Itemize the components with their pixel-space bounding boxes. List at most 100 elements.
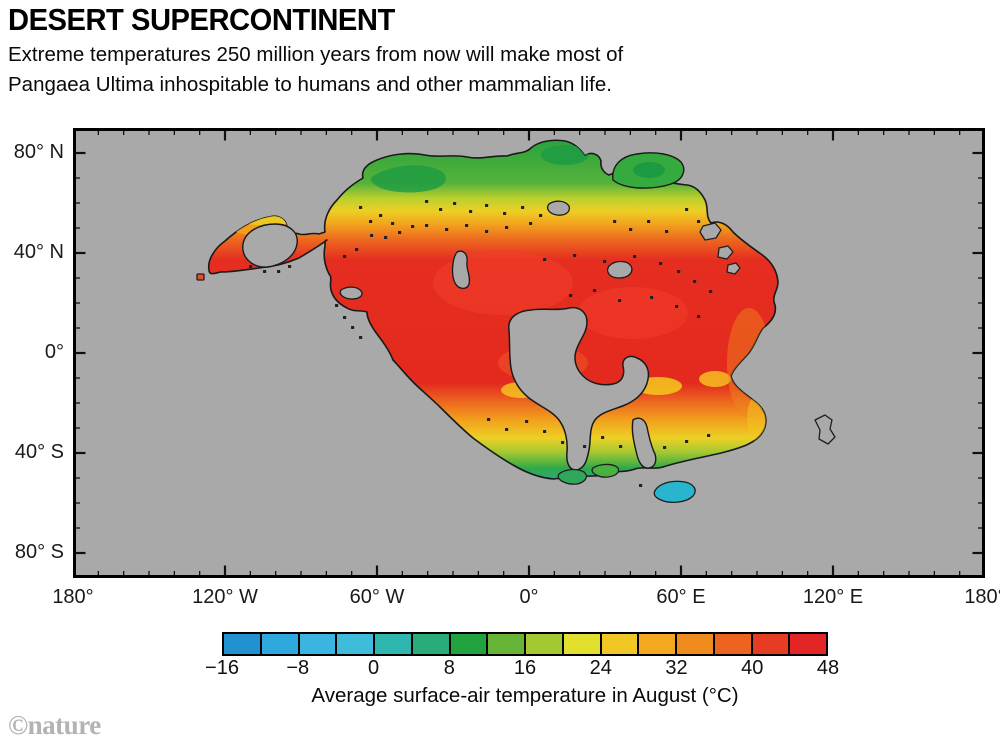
islet-speck: [391, 222, 395, 225]
green-islet-2: [591, 463, 620, 478]
pangaea-ultima-map: [71, 128, 987, 578]
y-axis-label: 40° S: [14, 441, 64, 463]
y-axis-label: 0°: [44, 341, 64, 363]
islet-speck: [355, 248, 359, 251]
islet-speck: [601, 436, 605, 439]
y-axis-label: 80° N: [13, 141, 64, 163]
west-red-islet: [196, 273, 205, 281]
islet-speck: [543, 430, 547, 433]
colorbar-tick-label: 32: [665, 657, 688, 679]
islet-speck: [697, 315, 701, 318]
colorbar-cell: [601, 634, 640, 654]
x-axis-label: 0°: [519, 586, 539, 608]
islet-speck: [665, 230, 669, 233]
colorbar-cell: [639, 634, 677, 654]
islet-speck: [485, 230, 489, 233]
islet-speck: [543, 258, 547, 261]
islet-speck: [639, 484, 643, 487]
colorbar-tick-label: −8: [286, 657, 310, 679]
islet-speck: [277, 270, 281, 273]
colorbar-cell: [375, 634, 413, 654]
colorbar-cell: [752, 634, 791, 654]
colorbar-tick-label: 8: [443, 657, 455, 679]
islet-speck: [675, 305, 679, 308]
islet-speck: [650, 296, 654, 299]
islet-speck: [709, 290, 713, 293]
y-axis-label: 80° S: [14, 541, 64, 563]
islet-speck: [529, 222, 533, 225]
colorbar-tick-label: 16: [513, 657, 537, 679]
inland-lakes: [339, 200, 633, 300]
islet-speck: [539, 214, 543, 217]
islet-speck: [629, 228, 633, 231]
islet-speck: [525, 420, 529, 423]
x-axis-label: 180°: [52, 586, 94, 608]
southern-channel: [631, 417, 657, 469]
northern-green-cap: [612, 152, 685, 189]
x-axis-label: 60° E: [656, 586, 706, 608]
islet-speck: [439, 208, 443, 211]
x-axis-label: 60° W: [349, 586, 405, 608]
islet-speck: [398, 231, 402, 234]
colorbar-cell: [790, 634, 826, 654]
islet-speck: [663, 446, 667, 449]
islet-speck: [685, 208, 689, 211]
colorbar-cell: [412, 634, 451, 654]
islet-speck: [263, 270, 267, 273]
temperature-colorbar: [222, 632, 828, 656]
islet-speck: [465, 224, 469, 227]
colorbar-tick-label: 40: [741, 657, 764, 679]
islet-speck: [503, 212, 507, 215]
figure-subtitle: Extreme temperatures 250 million years f…: [8, 40, 788, 99]
colorbar-cell: [337, 634, 375, 654]
green-islet-1: [557, 468, 588, 485]
islet-speck: [603, 260, 607, 263]
colorbar-cell: [677, 634, 715, 654]
colorbar-cell: [450, 634, 489, 654]
islet-speck: [453, 202, 457, 205]
colorbar-cell: [488, 634, 526, 654]
plot-frame: [73, 128, 985, 578]
islet-speck: [445, 228, 449, 231]
islet-speck: [343, 255, 347, 258]
islet-speck: [647, 220, 651, 223]
islet-speck: [633, 255, 637, 258]
islet-speck: [685, 440, 689, 443]
islet-speck: [249, 265, 253, 268]
colorbar-cell: [299, 634, 338, 654]
island-specks: [249, 200, 713, 487]
x-axis-label: 120° W: [192, 586, 258, 608]
colorbar-tick-label: 48: [816, 657, 840, 679]
y-axis-label: 40° N: [13, 241, 64, 263]
islet-speck: [335, 304, 339, 307]
islet-speck: [425, 224, 429, 227]
islet-speck: [569, 294, 573, 297]
islet-speck: [359, 206, 363, 209]
colorbar-cell: [261, 634, 300, 654]
western-lagoon: [242, 223, 298, 268]
islet-speck: [384, 236, 388, 239]
map-plot-area: [71, 128, 987, 578]
island-outline-ne-3: [726, 262, 741, 275]
islet-speck: [505, 226, 509, 229]
islet-speck: [697, 220, 701, 223]
island-outline-ne-2: [717, 245, 734, 260]
islet-speck: [485, 204, 489, 207]
colorbar-cell: [714, 634, 753, 654]
islet-speck: [659, 262, 663, 265]
islet-speck: [573, 254, 577, 257]
islet-speck: [379, 214, 383, 217]
islet-speck: [618, 299, 622, 302]
islet-speck: [369, 220, 373, 223]
islet-speck: [583, 445, 587, 448]
colorbar-cell: [526, 634, 564, 654]
islet-speck: [613, 220, 617, 223]
colorbar-tick-label: 0: [367, 657, 380, 679]
x-axis-label: 180°: [964, 586, 1000, 608]
offshore-islands: [196, 222, 836, 503]
islet-speck: [370, 234, 374, 237]
islet-speck: [561, 441, 565, 444]
island-outline-east: [814, 414, 836, 445]
islet-speck: [351, 326, 355, 329]
